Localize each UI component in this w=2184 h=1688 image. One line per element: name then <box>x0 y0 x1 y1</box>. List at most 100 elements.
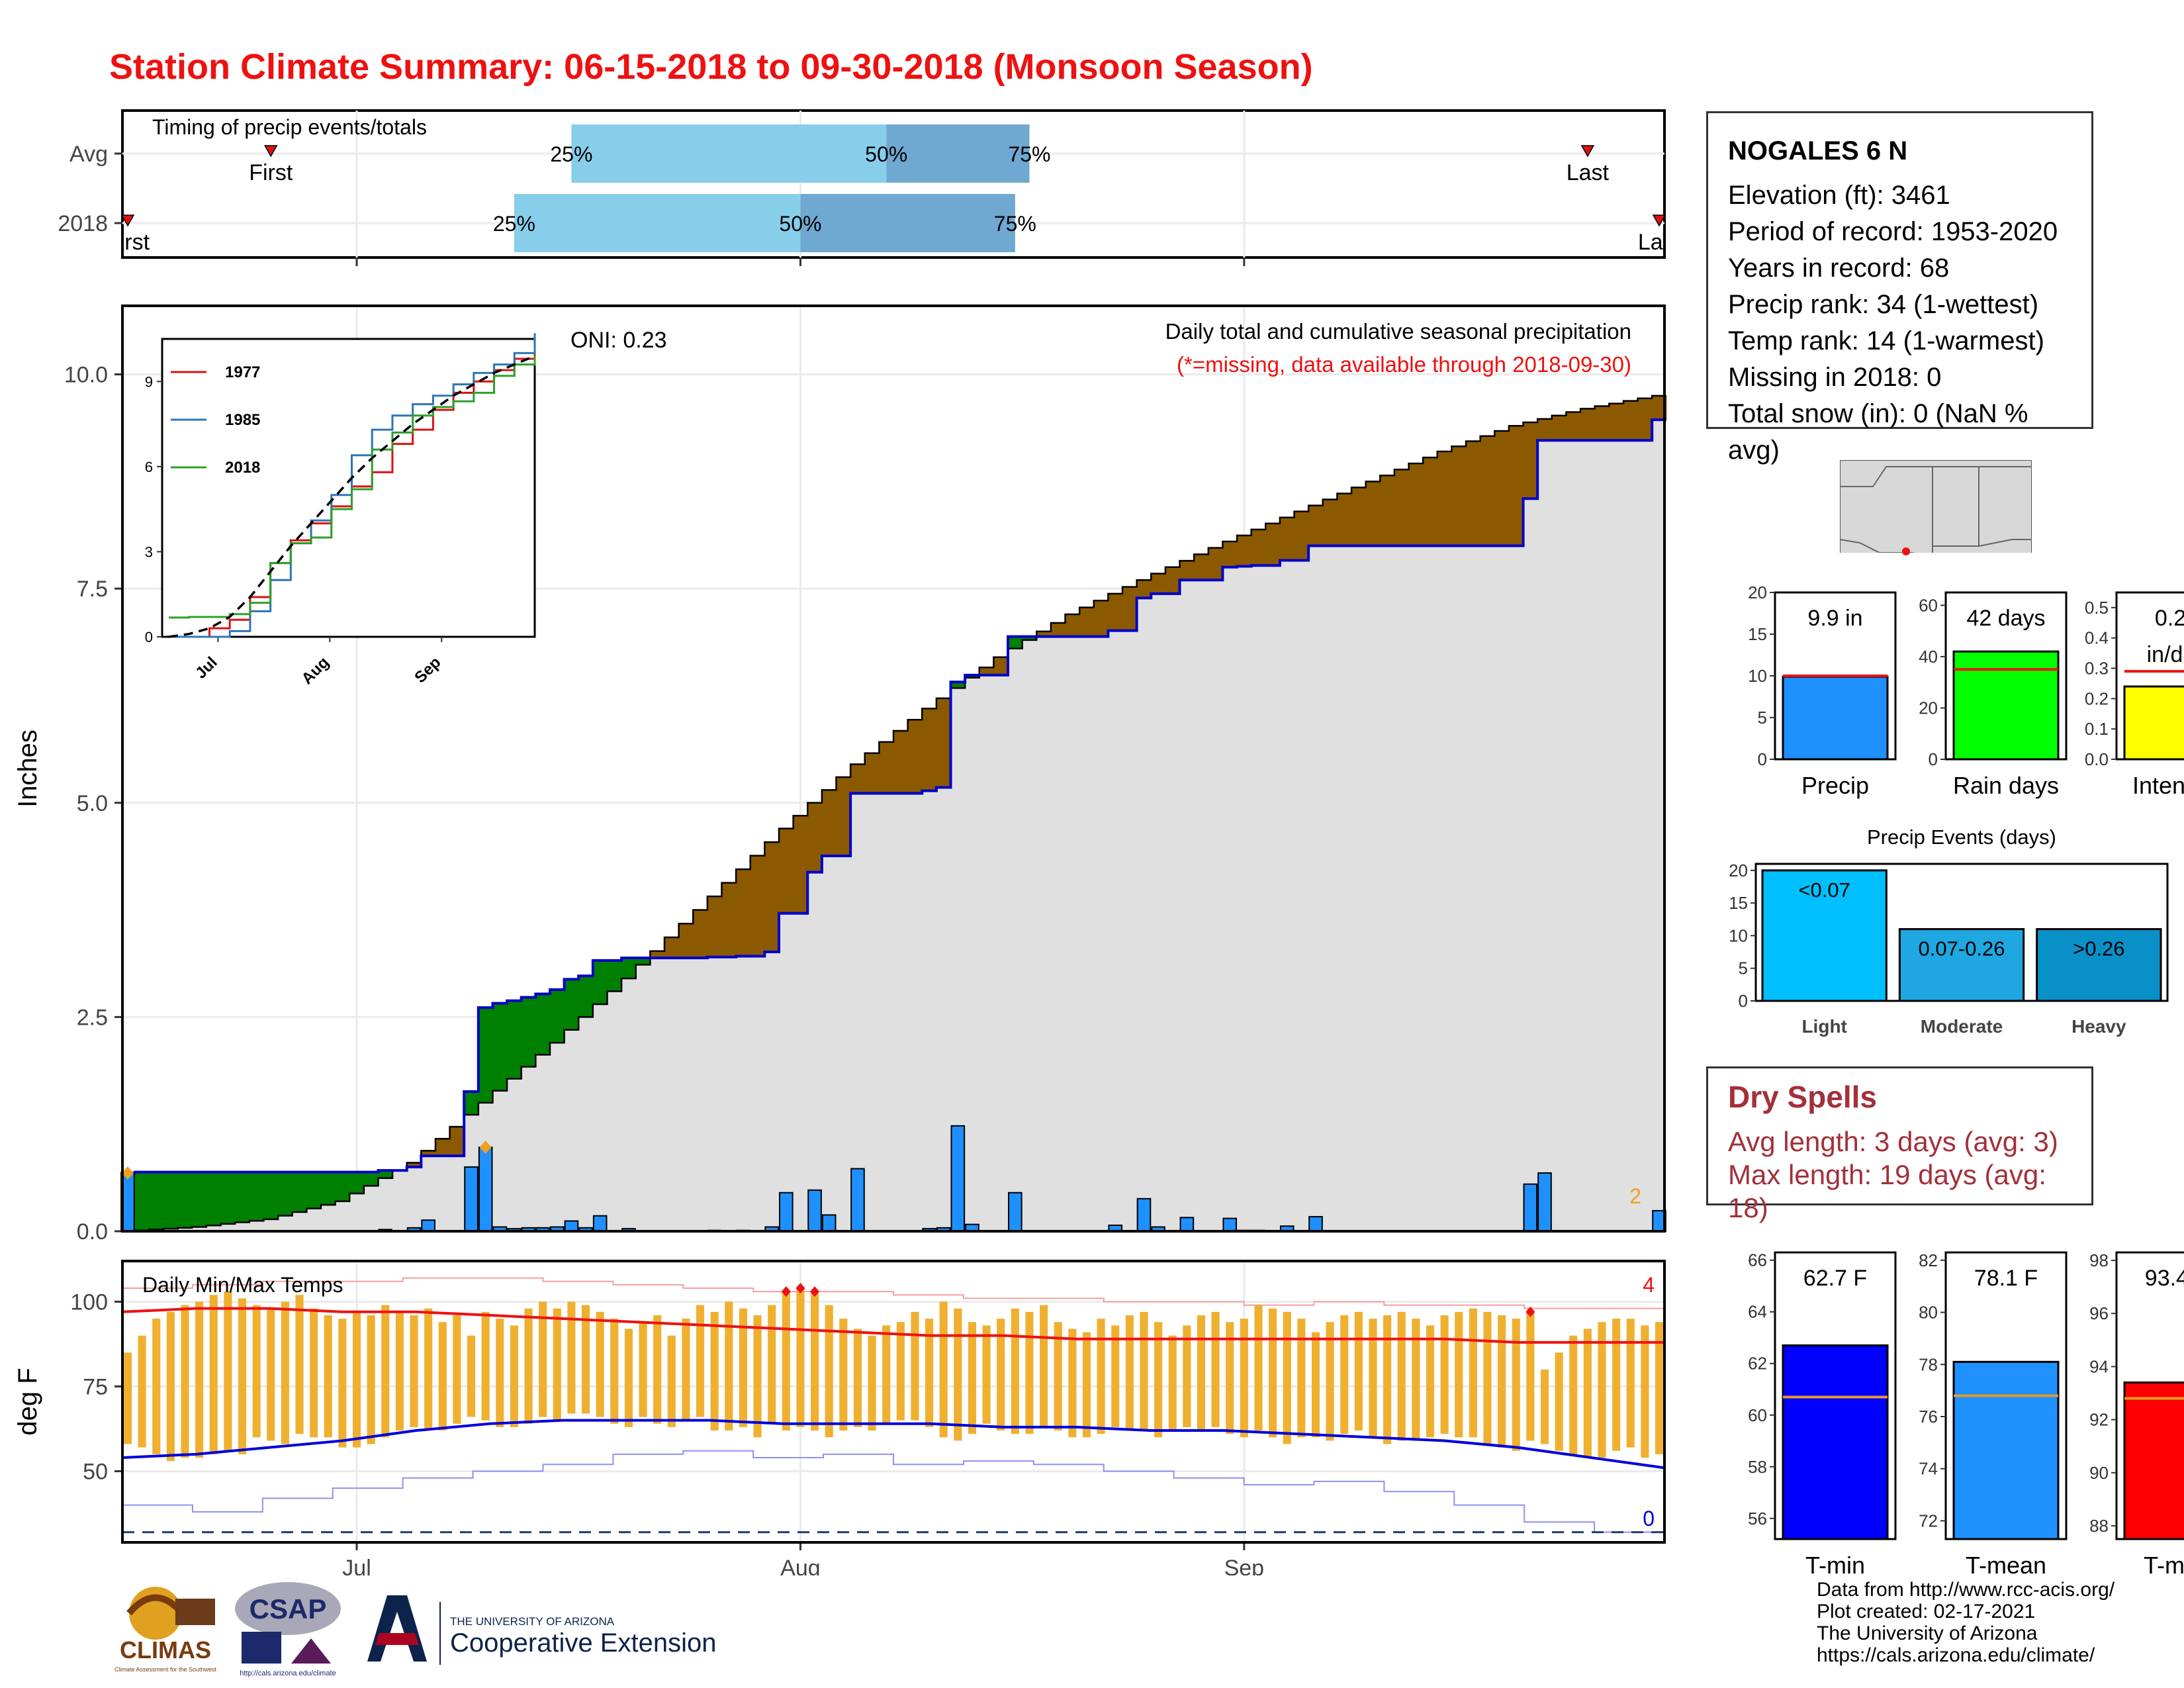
daily-temp-bar <box>166 1311 175 1462</box>
daily-temp-bar <box>1082 1332 1091 1438</box>
season-totals-value-label: 9.9 in <box>1807 606 1862 631</box>
below-avg-area <box>893 731 909 794</box>
above-avg-area <box>378 1170 393 1178</box>
below-avg-area <box>764 842 780 953</box>
record-low-count: 0 <box>1643 1507 1655 1530</box>
below-avg-area <box>736 869 751 957</box>
ua-logo: THE UNIVERSITY OF ARIZONA Cooperative Ex… <box>367 1595 716 1665</box>
daily-temp-bar <box>1326 1322 1334 1441</box>
temp-summary-y-tick-label: 60 <box>1748 1405 1767 1425</box>
main-y-axis-label: Inches <box>13 729 42 808</box>
above-avg-area <box>320 1172 336 1205</box>
timing-first-label: First <box>106 230 150 255</box>
daily-temp-bar <box>782 1291 790 1431</box>
daily-temp-bar <box>825 1305 833 1438</box>
season-totals-value-label: 42 days <box>1966 606 2045 631</box>
events-category-label: Moderate <box>1921 1016 2003 1037</box>
above-avg-area <box>549 989 565 1043</box>
daily-temp-bar <box>796 1288 805 1427</box>
below-avg-area <box>1551 415 1567 441</box>
dry-spells-box: Dry Spells Avg length: 3 days (avg: 3) M… <box>1706 1066 2093 1223</box>
above-avg-area <box>263 1172 279 1219</box>
main-chart-title: Daily total and cumulative seasonal prec… <box>1165 319 1631 344</box>
temp-summary-y-tick-label: 62 <box>1748 1354 1767 1374</box>
below-avg-area <box>1036 631 1052 637</box>
daily-temp-bar <box>1311 1332 1320 1438</box>
below-avg-area <box>979 667 994 675</box>
daily-temp-bar <box>696 1305 705 1417</box>
above-avg-area <box>235 1172 250 1223</box>
daily-temp-bar <box>295 1295 304 1434</box>
temp-summary-y-tick-label: 92 <box>2089 1410 2109 1430</box>
daily-temp-bar <box>710 1311 719 1431</box>
station-temp-rank: Temp rank: 14 (1-warmest) <box>1728 326 2044 355</box>
above-avg-area <box>592 960 608 1004</box>
temp-summary-panel-label: T-mean <box>1966 1552 2046 1579</box>
below-avg-area <box>1251 529 1266 566</box>
season-totals-y-tick-label: 0.1 <box>2085 719 2109 739</box>
record-high-marker <box>1525 1306 1535 1317</box>
daily-temp-bar <box>1040 1305 1048 1427</box>
daily-temp-bar <box>1412 1319 1420 1441</box>
timing-bar-q25-q50 <box>514 194 801 252</box>
record-high-marker <box>796 1282 805 1293</box>
daily-temp-bar <box>739 1308 747 1427</box>
events-bar <box>1761 869 1888 1002</box>
climas-wordmark: CLIMAS <box>120 1636 211 1664</box>
location-map <box>1840 460 2032 566</box>
daily-temp-bar <box>1569 1335 1578 1454</box>
events-y-tick-label: 15 <box>1729 893 1748 913</box>
below-avg-area <box>678 923 694 959</box>
temp-summary-y-tick-label: 58 <box>1748 1457 1767 1477</box>
daily-temp-bar <box>1340 1315 1349 1434</box>
daily-precip-bar <box>478 1147 493 1232</box>
below-avg-area <box>1294 511 1309 561</box>
daily-temp-bar <box>424 1308 433 1431</box>
daily-precip-bar <box>1008 1192 1023 1232</box>
temp-summary-bar <box>1782 1344 1889 1540</box>
daily-temp-bar <box>567 1301 576 1414</box>
timing-quantile-label: 75% <box>994 212 1036 236</box>
daily-precip-bar <box>1179 1217 1195 1233</box>
timing-bar-q50-q75 <box>800 194 1015 252</box>
timing-panel: Timing of precip events/totals Avg 25% 50% 7… <box>58 109 1666 266</box>
below-avg-area <box>707 896 723 957</box>
daily-temp-bar <box>381 1305 390 1438</box>
station-precip-rank: Precip rank: 34 (1-wettest) <box>1728 290 2039 319</box>
daily-temp-bar <box>224 1291 232 1451</box>
daily-temp-bar <box>925 1319 934 1427</box>
above-avg-area <box>220 1172 236 1224</box>
below-avg-area <box>1480 436 1495 546</box>
timing-last-marker <box>1580 145 1595 158</box>
daily-temp-bar <box>896 1322 905 1421</box>
below-avg-area <box>1337 493 1352 546</box>
below-avg-area <box>1165 567 1181 594</box>
above-avg-area <box>607 960 622 992</box>
station-snow: Total snow (in): 0 (NaN % avg) <box>1728 399 2028 465</box>
season-totals-y-tick-label: 0.2 <box>2085 688 2109 708</box>
below-avg-area <box>1308 505 1324 546</box>
station-name: NOGALES 6 N <box>1728 136 1908 165</box>
above-avg-area <box>1022 636 1037 640</box>
below-avg-area <box>993 657 1009 675</box>
below-avg-area <box>1208 547 1224 581</box>
below-avg-area <box>1237 535 1252 567</box>
daily-temp-bar <box>510 1325 518 1427</box>
station-period: Period of record: 1953-2020 <box>1728 217 2058 246</box>
season-totals-y-tick-label: 0 <box>1758 749 1767 769</box>
daily-temp-bar <box>1054 1322 1062 1431</box>
temp-summary-y-tick-label: 76 <box>1919 1407 1938 1427</box>
below-avg-area <box>1466 441 1481 546</box>
season-totals-panel-label: Precip <box>1801 772 1869 799</box>
daily-precip-bar <box>421 1219 435 1233</box>
main-y-tick-label: 2.5 <box>77 1005 108 1030</box>
daily-precip-bar <box>778 1192 794 1232</box>
events-y-tick-label: 20 <box>1729 861 1748 880</box>
daily-precip-bar <box>850 1168 865 1233</box>
temp-summary-y-tick-label: 94 <box>2089 1356 2109 1376</box>
above-avg-area <box>621 958 637 979</box>
inset-legend-label: 2018 <box>225 459 260 477</box>
daily-temp-bar <box>1426 1325 1435 1438</box>
daily-temp-bar <box>1211 1311 1220 1427</box>
daily-temp-bar <box>252 1305 261 1438</box>
